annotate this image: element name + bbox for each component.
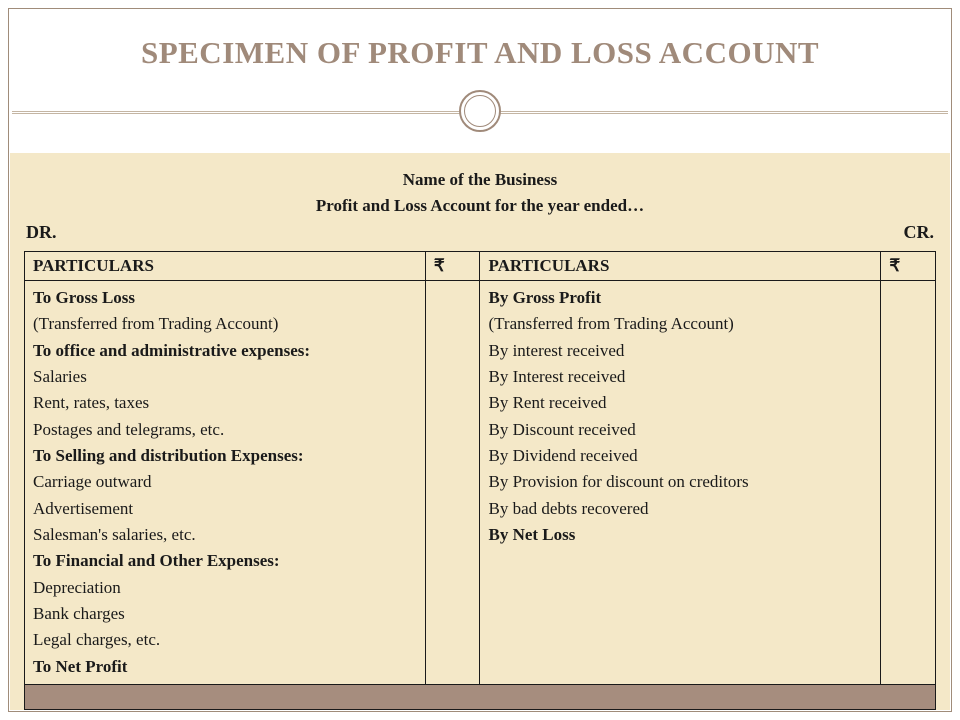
slide-frame: SPECIMEN OF PROFIT AND LOSS ACCOUNT Name… bbox=[8, 8, 952, 712]
table-line: Postages and telegrams, etc. bbox=[33, 417, 417, 443]
credit-particulars-cell: By Gross Profit(Transferred from Trading… bbox=[480, 281, 881, 685]
table-line: By Dividend received bbox=[488, 443, 872, 469]
footer-band bbox=[25, 685, 935, 709]
table-line: Carriage outward bbox=[33, 469, 417, 495]
table-line: Advertisement bbox=[33, 496, 417, 522]
table-line: Salesman's salaries, etc. bbox=[33, 522, 417, 548]
table-body-row: To Gross Loss(Transferred from Trading A… bbox=[25, 281, 936, 685]
table-line: To Net Profit bbox=[33, 654, 417, 680]
table-line: To Selling and distribution Expenses: bbox=[33, 443, 417, 469]
divider-circle-icon bbox=[459, 90, 501, 132]
table-line: Bank charges bbox=[33, 601, 417, 627]
table-line: (Transferred from Trading Account) bbox=[33, 311, 417, 337]
business-header: Name of the Business Profit and Loss Acc… bbox=[24, 153, 936, 218]
table-line: Legal charges, etc. bbox=[33, 627, 417, 653]
cr-label: CR. bbox=[904, 222, 935, 243]
footer-band-cell bbox=[25, 685, 936, 710]
table-line: Rent, rates, taxes bbox=[33, 390, 417, 416]
credit-amount-cell bbox=[881, 281, 936, 685]
table-line: By bad debts recovered bbox=[488, 496, 872, 522]
title-divider bbox=[9, 89, 951, 133]
table-footer-row bbox=[25, 685, 936, 710]
table-line: By Gross Profit bbox=[488, 285, 872, 311]
dr-cr-row: DR. CR. bbox=[24, 218, 936, 251]
col-right-particulars: PARTICULARS bbox=[480, 252, 881, 281]
table-line: By Rent received bbox=[488, 390, 872, 416]
slide-title: SPECIMEN OF PROFIT AND LOSS ACCOUNT bbox=[9, 9, 951, 89]
debit-particulars-cell: To Gross Loss(Transferred from Trading A… bbox=[25, 281, 426, 685]
table-header-row: PARTICULARS ₹ PARTICULARS ₹ bbox=[25, 252, 936, 281]
table-line: To Financial and Other Expenses: bbox=[33, 548, 417, 574]
account-period-line: Profit and Loss Account for the year end… bbox=[24, 193, 936, 219]
business-name-line: Name of the Business bbox=[24, 167, 936, 193]
table-line: By interest received bbox=[488, 338, 872, 364]
table-line: By Provision for discount on creditors bbox=[488, 469, 872, 495]
table-line: By Interest received bbox=[488, 364, 872, 390]
table-line: Salaries bbox=[33, 364, 417, 390]
dr-label: DR. bbox=[26, 222, 57, 243]
col-left-particulars: PARTICULARS bbox=[25, 252, 426, 281]
content-area: Name of the Business Profit and Loss Acc… bbox=[10, 153, 950, 710]
debit-amount-cell bbox=[425, 281, 480, 685]
table-line: (Transferred from Trading Account) bbox=[488, 311, 872, 337]
table-line: To office and administrative expenses: bbox=[33, 338, 417, 364]
col-left-amount: ₹ bbox=[425, 252, 480, 281]
pl-account-table: PARTICULARS ₹ PARTICULARS ₹ To Gross Los… bbox=[24, 251, 936, 710]
table-line: By Discount received bbox=[488, 417, 872, 443]
table-line: By Net Loss bbox=[488, 522, 872, 548]
col-right-amount: ₹ bbox=[881, 252, 936, 281]
table-line: Depreciation bbox=[33, 575, 417, 601]
table-line: To Gross Loss bbox=[33, 285, 417, 311]
